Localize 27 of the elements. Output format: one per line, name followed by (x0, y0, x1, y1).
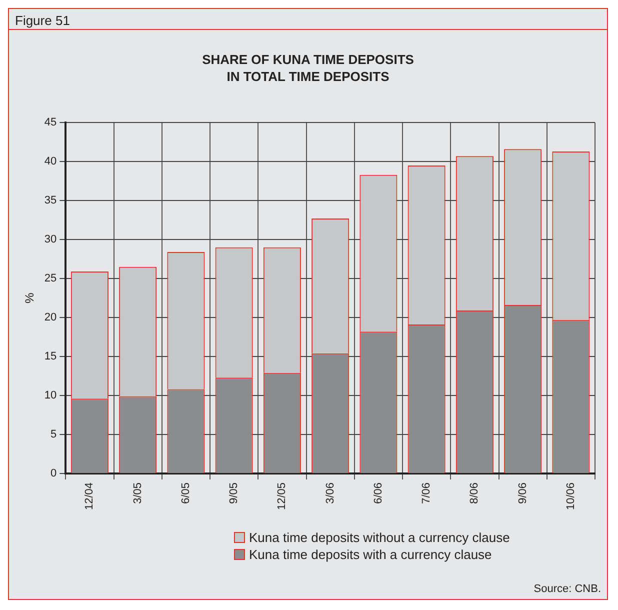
x-tick-label: 12/05 (276, 482, 288, 510)
x-tick-label: 10/06 (564, 482, 577, 510)
y-tick-label: 35 (44, 194, 57, 207)
x-tick-label: 9/06 (516, 482, 529, 504)
source-note: Source: CNB. (534, 583, 601, 595)
y-tick-label: 45 (44, 116, 57, 129)
caption: Figure 51 (15, 13, 70, 28)
x-tick-label: 6/06 (372, 482, 384, 504)
y-axis-title: % (22, 292, 37, 304)
y-tick-label: 20 (44, 312, 57, 324)
x-tick-label: 6/05 (180, 482, 192, 504)
x-tick-label: 8/06 (468, 482, 481, 504)
y-tick-label: 30 (44, 234, 57, 246)
legend-label: Kuna time deposits with a currency clause (249, 547, 492, 562)
y-tick-label: 10 (44, 390, 57, 402)
y-tick-label: 15 (44, 350, 57, 363)
y-tick-label: 25 (44, 272, 57, 285)
y-tick-label: 5 (50, 428, 57, 441)
x-tick-label: 7/06 (420, 482, 433, 504)
legend-label: Kuna time deposits without a currency clause (249, 530, 510, 545)
y-tick-label: 40 (44, 156, 57, 168)
x-tick-label: 12/04 (84, 482, 96, 510)
x-tick-label: 9/05 (228, 482, 240, 504)
x-tick-label: 3/05 (132, 482, 144, 504)
x-tick-label: 3/06 (324, 482, 336, 504)
chart-title: SHARE OF KUNA TIME DEPOSITS IN TOTAL TIME DEPOSITS (201, 51, 415, 85)
y-tick-label: 0 (50, 468, 57, 480)
